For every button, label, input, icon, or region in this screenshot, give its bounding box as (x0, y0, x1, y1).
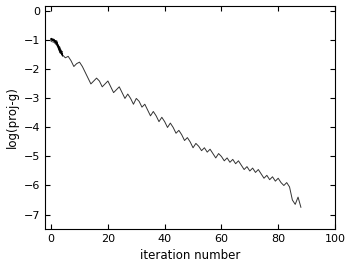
Y-axis label: log(proj-g): log(proj-g) (6, 86, 19, 148)
X-axis label: iteration number: iteration number (140, 250, 240, 262)
